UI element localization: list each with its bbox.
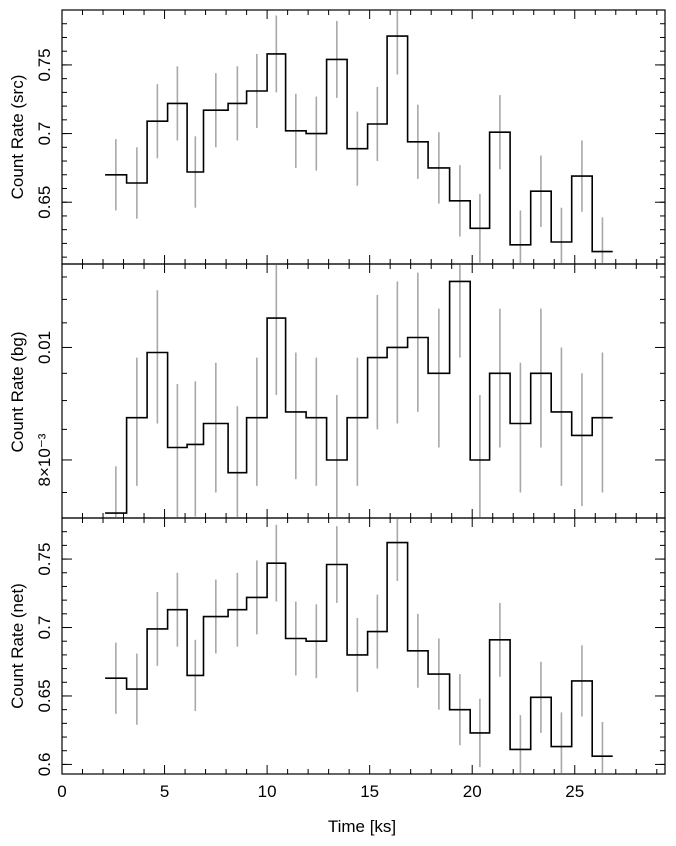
- step-line-src: [105, 35, 613, 253]
- panel-bg-rate: Count Rate (bg) 8×10⁻³ 0.01: [8, 263, 666, 519]
- y-tick-label-src: 0.65: [35, 186, 54, 219]
- y-tick-label-net: 0.65: [35, 679, 54, 712]
- x-tick-label: 10: [258, 782, 277, 801]
- x-tick-label: 15: [360, 782, 379, 801]
- step-line-bg: [105, 280, 613, 514]
- ylabel-bg: Count Rate (bg): [8, 332, 27, 453]
- y-tick-label-src: 0.7: [35, 122, 54, 146]
- panel-net-rate: Count Rate (net) 0.6 0.65 0.7 0.75 0 5 10 15 20 2…: [8, 517, 666, 801]
- xlabel: Time [ks]: [328, 817, 396, 836]
- y-tick-label-net: 0.6: [35, 753, 54, 777]
- panel-frame-src: [61, 9, 666, 265]
- y-tick-label-bg: 0.01: [35, 331, 54, 364]
- panel-src-rate: Count Rate (src) 0.65 0.7 0.75: [8, 9, 666, 265]
- ylabel-net: Count Rate (net): [8, 583, 27, 709]
- y-tick-label-bg: 8×10⁻³: [35, 433, 54, 486]
- panel-frame-bg: [61, 263, 666, 519]
- y-tick-label-src: 0.75: [35, 48, 54, 81]
- panel-frame-net: [61, 517, 666, 775]
- x-tick-label: 20: [463, 782, 482, 801]
- x-tick-label: 5: [160, 782, 169, 801]
- x-tick-label: 0: [57, 782, 66, 801]
- x-tick-label: 25: [565, 782, 584, 801]
- step-line-net: [105, 541, 613, 757]
- y-tick-label-net: 0.75: [35, 543, 54, 576]
- ylabel-src: Count Rate (src): [8, 75, 27, 200]
- y-tick-label-net: 0.7: [35, 616, 54, 640]
